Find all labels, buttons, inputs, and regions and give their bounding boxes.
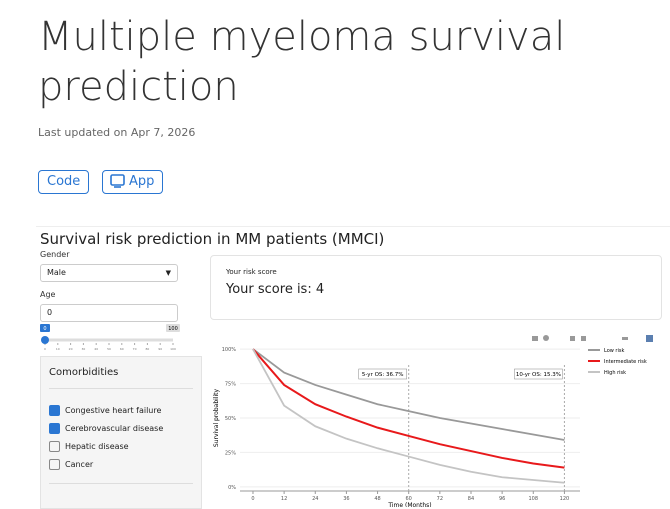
series-line (252, 348, 565, 441)
slider-tick-label: 20 (69, 347, 73, 351)
series-line (252, 348, 565, 469)
comorbidity-option[interactable]: Cancer (49, 455, 193, 473)
annotation-box (514, 368, 563, 380)
last-updated: Last updated on Apr 7, 2026 (38, 126, 196, 139)
gender-value: Male (47, 268, 66, 277)
comorbidity-label: Cerebrovascular disease (65, 423, 164, 433)
score-text: Your score is: 4 (226, 282, 325, 297)
x-tick-label: 84 (468, 496, 474, 502)
slider-tick-label: 40 (94, 347, 98, 351)
slider-min-badge (40, 324, 50, 332)
y-tick-label: 100% (222, 347, 237, 353)
legend-label: Low risk (604, 348, 624, 354)
comorbidity-option[interactable]: Congestive heart failure (49, 401, 193, 419)
checkbox[interactable] (49, 404, 60, 416)
age-input[interactable]: 0 (40, 304, 178, 322)
gender-select[interactable]: Male ▼ (40, 264, 178, 282)
x-tick-label: 0 (251, 496, 254, 502)
x-axis-label: Time (Months) (387, 502, 431, 507)
x-tick-label: 108 (529, 496, 539, 502)
x-tick-label: 96 (499, 496, 505, 502)
checkbox[interactable] (49, 422, 60, 434)
y-tick-label: 0% (228, 485, 236, 491)
y-tick-label: 75% (225, 382, 236, 388)
slider-tick-label: 70 (133, 347, 137, 351)
score-panel: Your risk score Your score is: 4 (210, 255, 662, 320)
checkbox[interactable] (49, 458, 60, 470)
slider-max-badge (166, 324, 180, 332)
modebar[interactable] (532, 335, 653, 342)
app-button[interactable]: App (102, 170, 164, 194)
select-caret: ▼ (165, 269, 171, 277)
slider-tick-label: 0 (44, 347, 46, 351)
series-line (252, 348, 565, 484)
age-label: Age (40, 290, 56, 299)
slider-tick-label: 80 (145, 347, 149, 351)
code-button[interactable]: Code (38, 170, 90, 194)
slider-tick-label: 30 (81, 347, 85, 351)
y-tick-label: 50% (225, 416, 236, 422)
slider-min-label: 0 (43, 326, 46, 332)
annotation: 10-yr OS: 15.3% (516, 372, 561, 378)
page-title: Multiple myeloma survival prediction (38, 14, 566, 110)
slider-tick-label: 10 (56, 347, 60, 351)
x-tick-label: 72 (437, 496, 443, 502)
comorbidity-label: Congestive heart failure (65, 405, 162, 415)
annotation-box (358, 368, 407, 380)
legend-label: Intermediate risk (604, 359, 647, 365)
y-axis-label: Survival probability (213, 389, 220, 448)
slider-tick-label: 100 (170, 347, 176, 351)
legend-label: High risk (604, 370, 626, 376)
x-tick-label: 12 (281, 496, 287, 502)
age-slider[interactable]: 0 10 20 30 40 50 60 70 80 90 100 0 100 (38, 322, 180, 352)
app-button-label: App (129, 174, 155, 189)
comorbidities-title: Comorbidities (49, 367, 119, 378)
x-tick-label: 60 (406, 496, 412, 502)
gender-label: Gender (40, 250, 70, 259)
app-title: Survival risk prediction in MM patients … (40, 230, 385, 248)
slider-tick-label: 90 (158, 347, 162, 351)
slider-tick-label: 60 (120, 347, 124, 351)
slider-tick-label: 50 (107, 347, 111, 351)
comorbidity-option[interactable]: Hepatic disease (49, 437, 193, 455)
app-frame (36, 226, 670, 508)
comorbidity-label: Hepatic disease (65, 441, 129, 451)
x-tick-label: 120 (560, 496, 570, 502)
score-label: Your risk score (226, 268, 277, 276)
x-tick-label: 36 (343, 496, 349, 502)
comorbidity-option[interactable]: Cerebrovascular disease (49, 419, 193, 437)
survival-chart: 0% 25% 50% 75% 100% 0 12 24 36 48 60 72 84 96 108 120 Ti… (213, 335, 653, 507)
x-tick-label: 48 (374, 496, 380, 502)
comorbidities-panel: Comorbidities Congestive heart failure Ce… (40, 356, 202, 509)
y-tick-label: 25% (225, 450, 236, 456)
slider-max-label: 100 (168, 326, 178, 332)
age-value: 0 (47, 308, 53, 317)
x-tick-label: 24 (312, 496, 318, 502)
app-icon (110, 174, 125, 188)
slider-handle (41, 336, 49, 344)
comorbidity-label: Cancer (65, 459, 94, 469)
annotation: 5-yr OS: 36.7% (362, 372, 404, 378)
checkbox[interactable] (49, 440, 60, 452)
